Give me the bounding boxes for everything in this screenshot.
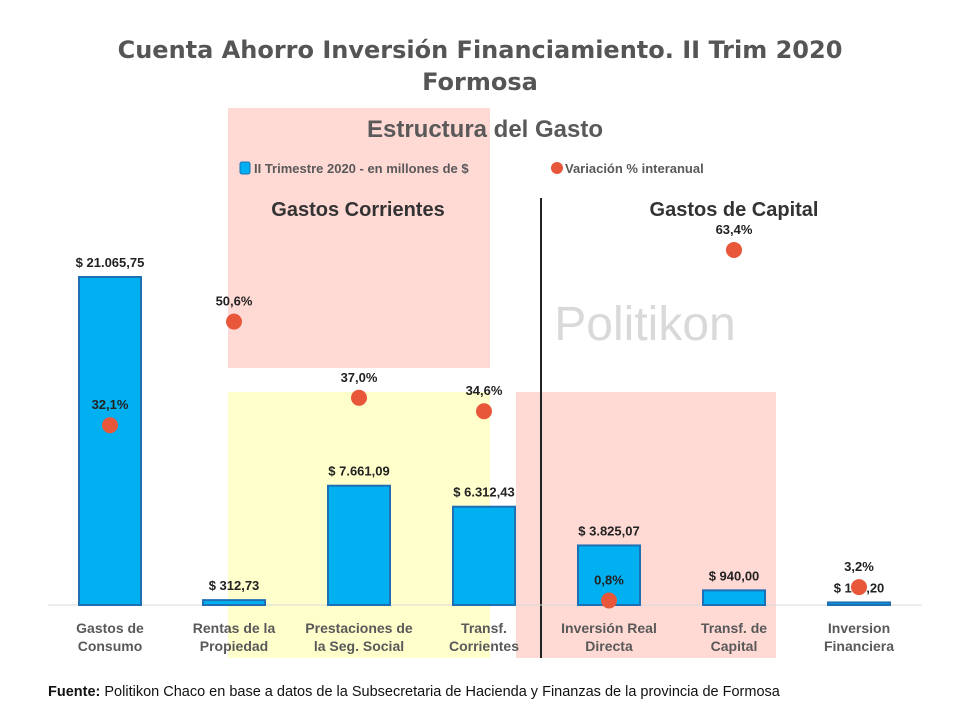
variation-label-5: 63,4% [716,222,753,237]
bar-3 [452,505,516,607]
bar-value-labels: $ 21.065,75 $ 312,73 $ 7.661,09 $ 6.312,43 $… [76,255,885,595]
category-label-0-1: Consumo [78,638,143,654]
background-regions [228,108,776,658]
legend-bar-label: II Trimestre 2020 - en millones de $ [254,161,469,176]
category-label-6-1: Financiera [824,638,894,654]
bar-label-5: $ 940,00 [709,568,760,583]
variation-label-1: 50,6% [216,294,253,309]
region-capital-pink [516,392,776,658]
bar-label-1: $ 312,73 [209,578,260,593]
category-label-1-1: Propiedad [200,638,268,654]
legend-dot-swatch [551,162,563,174]
source-text: Politikon Chaco en base a datos de la Su… [104,684,780,700]
category-label-4-0: Inversión Real [561,620,657,636]
category-label-4-1: Directa [585,638,633,654]
variation-label-6: 3,2% [844,559,874,574]
variation-label-2: 37,0% [341,370,378,385]
legend: II Trimestre 2020 - en millones de $ Var… [239,161,704,176]
category-label-5-1: Capital [711,638,758,654]
bar-5 [702,589,766,606]
source-note: Fuente: Politikon Chaco en base a datos … [48,684,780,700]
chart: Politikon Estructura del Gasto II Trimes… [48,108,922,658]
category-label-6-0: Inversion [828,620,890,636]
title-line-2: Formosa [422,68,538,96]
bar-0 [78,276,142,606]
variation-dot-1 [226,313,242,330]
category-labels: Gastos de Consumo Rentas de la Propiedad Pre… [76,620,894,654]
variation-label-4: 0,8% [594,573,624,588]
legend-bar-swatch [239,161,251,175]
bar-label-2: $ 7.661,09 [328,464,389,479]
bar-1 [202,599,266,606]
bar-label-0: $ 21.065,75 [76,255,145,270]
watermark: Politikon [554,298,735,351]
variation-label-0: 32,1% [92,397,129,412]
variation-label-3: 34,6% [466,383,503,398]
chart-title: Cuenta Ahorro Inversión Financiamiento. … [0,34,960,98]
bar-6 [827,601,891,607]
variation-dot-0 [102,417,118,434]
category-label-3-1: Corrientes [449,638,519,654]
region-current-pink [228,108,490,368]
title-line-1: Cuenta Ahorro Inversión Financiamiento. … [117,36,843,64]
category-label-1-0: Rentas de la [193,620,276,636]
chart-subtitle: Estructura del Gasto [367,116,603,143]
variation-dot-5 [726,241,742,258]
variation-dot-6 [851,579,867,596]
category-label-2-0: Prestaciones de [305,620,413,636]
variation-labels: 32,1% 50,6% 37,0% 34,6% 0,8% 63,4% 3,2% [92,222,875,588]
category-label-2-1: la Seg. Social [314,638,404,654]
bar-4 [577,544,641,606]
bar-label-4: $ 3.825,07 [578,523,639,538]
section-label-capital: Gastos de Capital [650,199,819,221]
section-label-current: Gastos Corrientes [271,199,444,221]
category-label-5-0: Transf. de [701,620,767,636]
legend-dot-label: Variación % interanual [565,161,704,176]
variation-dot-4 [601,592,617,609]
variation-dot-2 [351,389,367,406]
variation-dot-3 [476,403,492,420]
bar-series [78,276,891,607]
category-label-3-0: Transf. [461,620,507,636]
variation-series [102,241,867,609]
category-label-0-0: Gastos de [76,620,144,636]
source-label: Fuente: [48,684,101,700]
bar-2 [327,484,391,606]
bar-label-3: $ 6.312,43 [453,485,514,500]
